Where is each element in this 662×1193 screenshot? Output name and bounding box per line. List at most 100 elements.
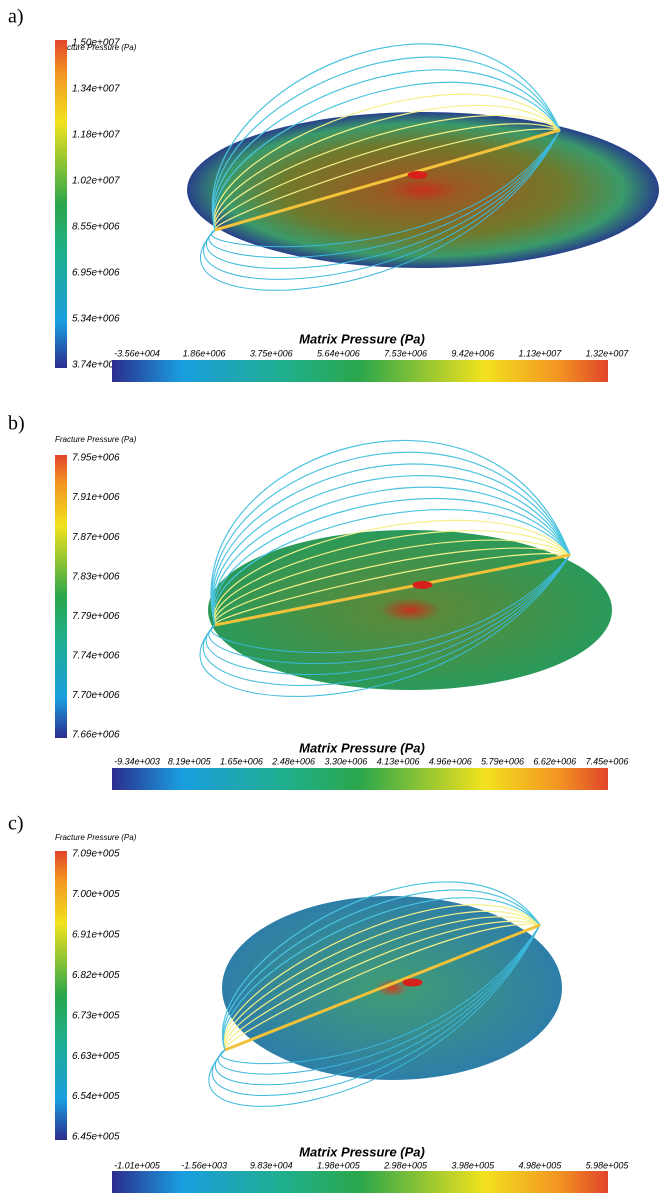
colorbar-title: Matrix Pressure (Pa) xyxy=(299,740,425,755)
colorbar-tick-label: -1.56e+003 xyxy=(181,1160,227,1170)
panel-label: b) xyxy=(8,413,25,435)
colorbar-tick-label: 9.83e+004 xyxy=(250,1160,293,1170)
colorbar-tick-label: 1.65e+006 xyxy=(220,756,263,766)
colorbar-tick-label: 7.87e+006 xyxy=(72,532,120,543)
streamline xyxy=(208,924,541,1107)
streamline xyxy=(206,129,561,269)
panels: a)Fracture Pressure (Pa)1.50e+0071.34e+0… xyxy=(8,6,659,1193)
colorbar-tick-label: 3.30e+006 xyxy=(324,756,367,766)
colorbar-tick-label: -1.01e+005 xyxy=(114,1160,161,1170)
streamline xyxy=(212,497,571,626)
colorbar-title: Fracture Pressure (Pa) xyxy=(55,833,137,842)
colorbar-tick-label: 7.66e+006 xyxy=(72,730,120,741)
streamline xyxy=(210,554,571,654)
colorbar-tick-label: 7.45e+006 xyxy=(586,756,629,766)
fracture-trace xyxy=(224,923,541,1052)
streamline xyxy=(211,924,541,1096)
matrix-colorbar xyxy=(112,1171,608,1193)
streamline xyxy=(211,475,571,626)
streamline xyxy=(212,81,561,231)
streamline xyxy=(214,114,561,231)
colorbar-tick-label: 4.98e+005 xyxy=(518,1160,562,1170)
streamline xyxy=(224,923,541,1051)
streamline xyxy=(217,924,541,1075)
fracture-colorbar xyxy=(55,455,67,738)
injection-point xyxy=(407,171,428,179)
colorbar-tick-label: 5.34e+006 xyxy=(72,314,120,325)
colorbar-tick-label: 1.13e+007 xyxy=(518,348,562,358)
colorbar-tick-label: 7.00e+005 xyxy=(72,889,120,900)
streamline xyxy=(211,43,561,231)
colorbar-tick-label: 7.83e+006 xyxy=(72,571,120,582)
colorbar-tick-label: 3.75e+006 xyxy=(250,348,293,358)
colorbar-tick-label: 6.73e+005 xyxy=(72,1010,120,1021)
matrix-colorbar xyxy=(112,768,608,790)
streamline xyxy=(214,128,561,231)
colorbar-tick-label: 7.74e+006 xyxy=(72,650,120,661)
panel: b) Fracture Pressure (Pa) 7.95e+006 7.91e+0… xyxy=(8,413,628,790)
panel: c) Fracture Pressure (Pa) 7.09e+005 7.00e+0… xyxy=(8,813,629,1193)
colorbar-tick-label: 4.96e+006 xyxy=(429,756,472,766)
fracture-colorbar xyxy=(55,40,67,368)
colorbar-tick-label: 6.82e+005 xyxy=(72,970,120,981)
streamline xyxy=(199,554,571,697)
colorbar-tick-label: 7.95e+006 xyxy=(72,453,120,464)
streamline xyxy=(223,916,541,1051)
streamline xyxy=(224,920,541,1051)
fracture-trace xyxy=(214,553,571,627)
colorbar-tick-label: 1.18e+007 xyxy=(72,130,120,141)
streamline xyxy=(214,547,571,626)
streamline xyxy=(205,554,571,676)
streamline xyxy=(208,554,571,665)
injection-point xyxy=(412,581,433,589)
streamline xyxy=(220,924,541,1065)
colorbar-tick-label: 3.98e+005 xyxy=(451,1160,495,1170)
streamline xyxy=(211,451,571,626)
colorbar-title: Fracture Pressure (Pa) xyxy=(55,435,137,444)
colorbar-tick-label: 5.98e+005 xyxy=(586,1160,630,1170)
colorbar-tick-label: 2.98e+005 xyxy=(383,1160,428,1170)
colorbar-tick-label: -3.56e+004 xyxy=(114,348,160,358)
colorbar-title: Matrix Pressure (Pa) xyxy=(299,331,425,346)
colorbar-tick-label: 8.55e+006 xyxy=(72,222,120,233)
streamline xyxy=(213,530,571,626)
colorbar-tick-label: 1.86e+006 xyxy=(183,348,226,358)
colorbar-tick-label: 6.63e+005 xyxy=(72,1051,120,1062)
panel-label: a) xyxy=(8,6,24,28)
colorbar-tick-label: 1.02e+007 xyxy=(72,176,120,187)
streamline xyxy=(199,129,561,291)
fracture-trace xyxy=(214,128,561,232)
colorbar-tick-label: 7.09e+005 xyxy=(72,849,120,860)
streamline xyxy=(214,553,571,626)
colorbar-tick-label: 1.32e+007 xyxy=(586,348,630,358)
streamline xyxy=(222,889,541,1051)
streamline xyxy=(213,93,561,231)
streamline xyxy=(223,904,541,1051)
streamline xyxy=(203,129,561,280)
fracture-colorbar xyxy=(55,851,67,1140)
colorbar-tick-label: 5.79e+006 xyxy=(481,756,524,766)
streamline xyxy=(212,509,571,626)
streamline xyxy=(214,123,561,231)
streamline xyxy=(214,539,571,626)
colorbar-title: Matrix Pressure (Pa) xyxy=(299,1144,425,1159)
streamline xyxy=(211,463,571,626)
colorbar-tick-label: 3.74e+006 xyxy=(72,360,120,371)
colorbar-tick-label: -9.34e+003 xyxy=(114,756,160,766)
streamline xyxy=(213,519,571,626)
colorbar-tick-label: 2.48e+006 xyxy=(271,756,315,766)
streamline xyxy=(222,897,541,1051)
colorbar-tick-label: 6.54e+005 xyxy=(72,1091,120,1102)
panel: a) Fracture Pressure (Pa)1.50e+007 1.34e+0… xyxy=(8,6,659,382)
streamline xyxy=(215,924,541,1086)
streamline xyxy=(213,104,561,231)
colorbar-tick-label: 8.19e+005 xyxy=(168,756,212,766)
colorbar-tick-label: 1.34e+007 xyxy=(72,84,120,95)
colorbar-tick-label: 7.79e+006 xyxy=(72,611,120,622)
colorbar-tick-label: 4.13e+006 xyxy=(377,756,420,766)
colorbar-tick-label: 6.91e+005 xyxy=(72,929,120,940)
colorbar-tick-label: 5.64e+006 xyxy=(317,348,360,358)
streamline xyxy=(212,486,571,626)
colorbar-title: Fracture Pressure (Pa) xyxy=(55,43,137,52)
